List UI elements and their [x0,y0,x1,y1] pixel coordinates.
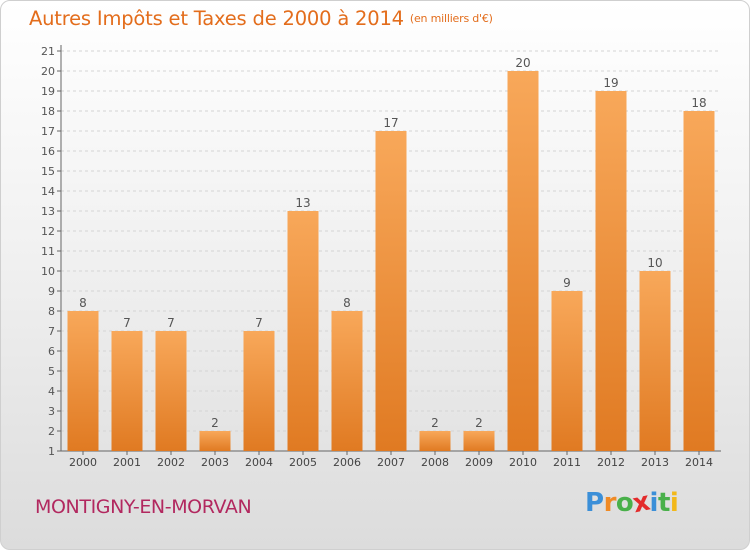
y-tick-label: 8 [48,305,55,318]
bar [639,271,671,451]
bar [67,311,99,451]
x-tick-label: 2011 [553,456,581,469]
x-tick-label: 2010 [509,456,537,469]
bar [111,331,143,451]
y-tick-label: 3 [48,405,55,418]
y-tick-label: 9 [48,285,55,298]
y-tick-label: 11 [41,245,55,258]
y-tick-label: 12 [41,225,55,238]
x-tick-label: 2006 [333,456,361,469]
bar [551,291,583,451]
bar [331,311,363,451]
x-tick-label: 2003 [201,456,229,469]
bar-value-label: 20 [515,56,530,70]
bar-value-label: 8 [79,296,87,310]
logo-letter: t [657,488,670,518]
x-tick-label: 2014 [685,456,713,469]
logo-letter: P [585,488,604,518]
bar-value-label: 17 [383,116,398,130]
y-tick-label: 17 [41,125,55,138]
bar [199,431,231,451]
bar-value-label: 2 [211,416,219,430]
y-tick-label: 5 [48,365,55,378]
x-tick-label: 2013 [641,456,669,469]
proxiti-logo: Proxiti [585,487,679,520]
bar-value-label: 2 [475,416,483,430]
logo-letter: i [669,488,679,518]
bar-value-label: 10 [647,256,662,270]
bar-value-label: 7 [255,316,263,330]
x-tick-label: 2007 [377,456,405,469]
bar [375,131,407,451]
bar-value-label: 13 [295,196,310,210]
y-tick-label: 7 [48,325,55,338]
x-tick-label: 2005 [289,456,317,469]
x-tick-label: 2008 [421,456,449,469]
y-tick-label: 18 [41,105,55,118]
bar [287,211,319,451]
y-tick-label: 2 [48,425,55,438]
title-text: Autres Impôts et Taxes de 2000 à 2014 [29,7,404,30]
bar [243,331,275,451]
commune-name: MONTIGNY-EN-MORVAN [35,496,252,518]
x-tick-label: 2004 [245,456,273,469]
bar-value-label: 2 [431,416,439,430]
chart-title: Autres Impôts et Taxes de 2000 à 2014 (en… [29,7,493,30]
bar [507,71,539,451]
logo-letter: i [649,488,659,518]
y-tick-label: 19 [41,85,55,98]
logo-letter: o [615,488,634,518]
bar [419,431,451,451]
x-tick-label: 2000 [69,456,97,469]
title-unit: (en milliers d'€) [409,12,493,25]
y-tick-label: 13 [41,205,55,218]
y-tick-label: 4 [48,385,55,398]
y-tick-label: 6 [48,345,55,358]
bar-value-label: 8 [343,296,351,310]
logo-letter: r [603,488,617,518]
bar [595,91,627,451]
bar-value-label: 19 [603,76,618,90]
x-tick-label: 2001 [113,456,141,469]
x-tick-label: 2009 [465,456,493,469]
y-tick-label: 20 [41,65,55,78]
bar-value-label: 7 [167,316,175,330]
y-tick-label: 15 [41,165,55,178]
bar-value-label: 9 [563,276,571,290]
bar-value-label: 7 [123,316,131,330]
x-tick-label: 2002 [157,456,185,469]
bar-value-label: 18 [691,96,706,110]
bar [155,331,187,451]
bar [683,111,715,451]
x-tick-label: 2012 [597,456,625,469]
bar [463,431,495,451]
y-tick-label: 1 [48,445,55,458]
y-tick-label: 14 [41,185,55,198]
y-tick-label: 21 [41,45,55,58]
y-tick-label: 16 [41,145,55,158]
y-tick-label: 10 [41,265,55,278]
